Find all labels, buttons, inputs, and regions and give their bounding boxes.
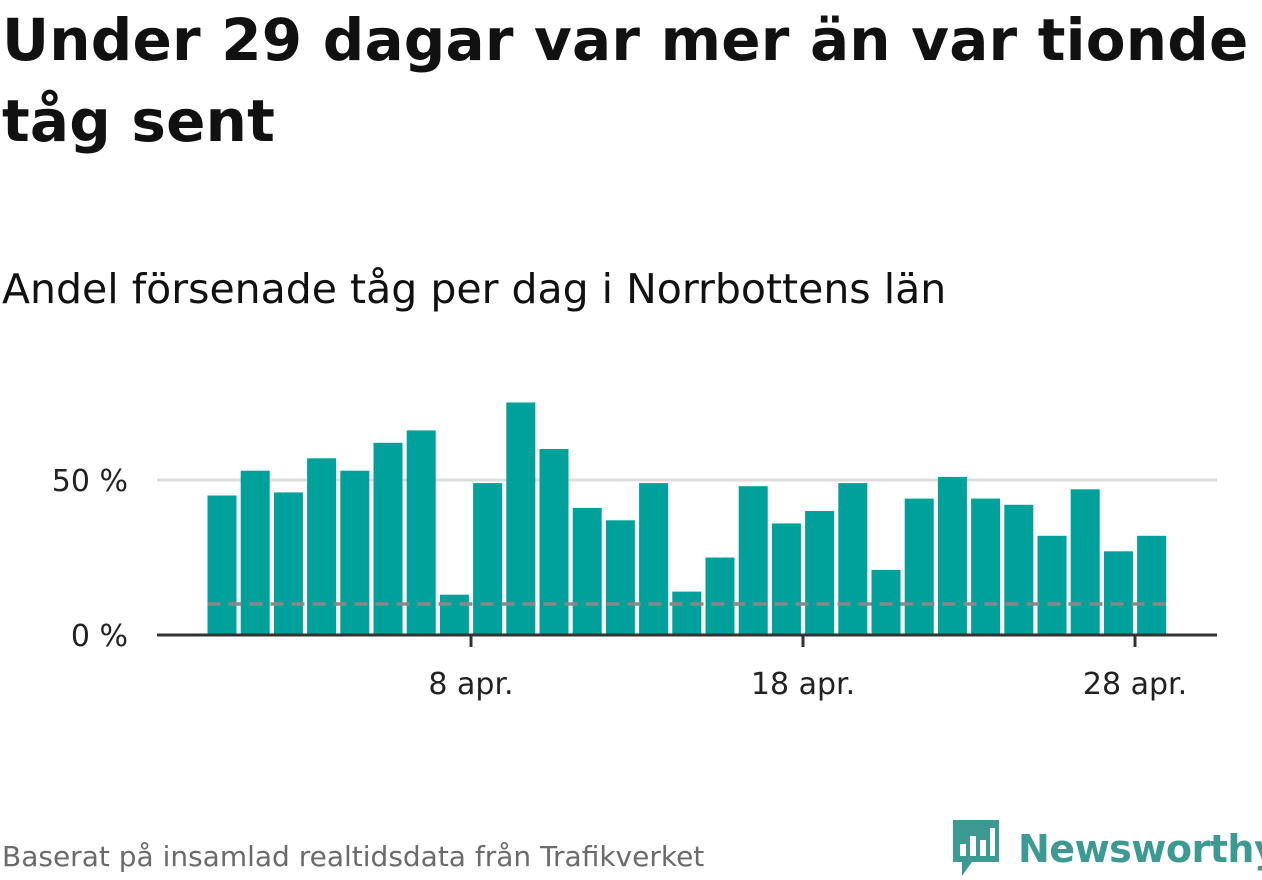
bar [539, 449, 569, 635]
y-tick-label: 0 % [71, 619, 128, 654]
bar [207, 495, 237, 635]
bar [240, 470, 270, 635]
chart-title: Under 29 dagar var mer än var tionde tåg… [2, 6, 1249, 155]
source-footnote: Baserat på insamlad realtidsdata från Tr… [2, 840, 705, 873]
bar [1037, 535, 1067, 635]
bar [273, 492, 303, 635]
bar [605, 520, 635, 635]
bar [838, 483, 868, 635]
bar [439, 594, 469, 635]
bar [738, 486, 768, 635]
bar [971, 498, 1001, 635]
axes: 0 % 50 % 8 apr. 18 apr. 28 apr. [52, 464, 1217, 702]
bar [1070, 489, 1100, 635]
bar [1004, 504, 1034, 635]
bar [937, 476, 967, 635]
bar [904, 498, 934, 635]
bar [672, 591, 702, 635]
chart-subtitle: Andel försenade tåg per dag i Norrbotten… [2, 265, 947, 313]
bars [207, 402, 1167, 635]
bar [307, 458, 337, 635]
bar [705, 557, 735, 635]
bar [1103, 551, 1133, 635]
newsworthy-logo-icon [953, 820, 999, 876]
bar [771, 523, 801, 635]
bar [1137, 535, 1167, 635]
brand-name: Newsworthy [1018, 827, 1262, 871]
x-tick-label: 18 apr. [751, 667, 855, 702]
bar-chart: 0 % 50 % 8 apr. 18 apr. 28 apr. [52, 402, 1217, 702]
bar [340, 470, 370, 635]
bar [639, 483, 669, 635]
bar [473, 483, 503, 635]
x-tick-label: 8 apr. [428, 667, 513, 702]
bar [406, 430, 436, 635]
x-tick-label: 28 apr. [1083, 667, 1187, 702]
bar [373, 442, 403, 635]
bar [572, 507, 602, 635]
y-tick-label: 50 % [52, 464, 128, 499]
bar [805, 511, 835, 635]
bar [506, 402, 536, 635]
brand-logo: Newsworthy [950, 818, 1262, 880]
